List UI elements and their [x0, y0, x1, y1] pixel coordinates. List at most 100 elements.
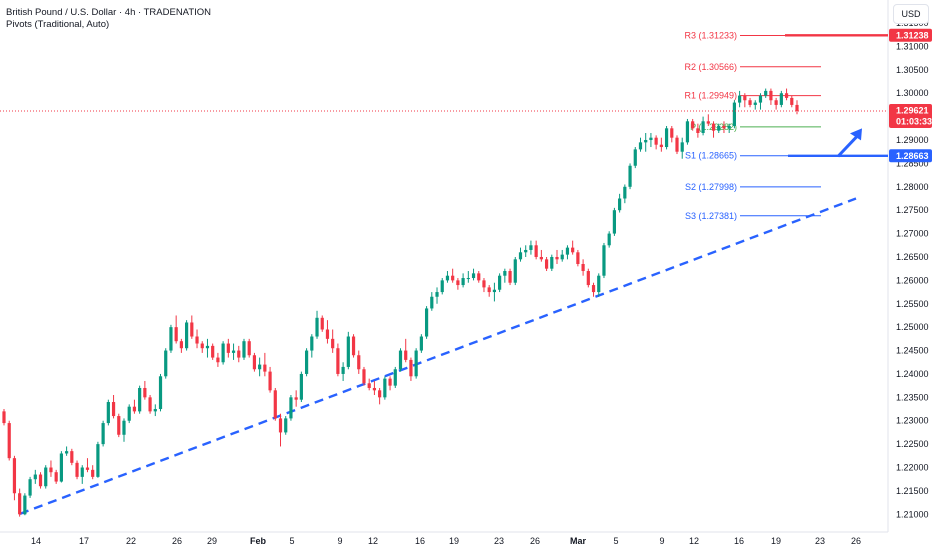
candle: [419, 334, 423, 353]
candle: [59, 451, 63, 483]
candle-body: [492, 289, 497, 293]
candle-body: [65, 451, 69, 454]
candle: [169, 324, 173, 353]
candle: [550, 254, 554, 272]
candle-body: [732, 102, 736, 126]
x-axis: 14 17 22 26 29 Feb 5 9 12 16 19 23 26 Mar 5 9 12 16 19 23 26: [0, 531, 888, 546]
candle-body: [607, 233, 611, 246]
candle: [769, 88, 773, 105]
candle-body: [148, 397, 152, 412]
candle: [336, 343, 340, 377]
candle-body: [560, 254, 564, 260]
candle-body: [544, 259, 549, 269]
y-tick-label: 1.30500: [896, 65, 929, 75]
x-tick-label: 26: [530, 536, 540, 546]
candle: [623, 184, 627, 204]
candle-body: [315, 317, 319, 337]
candle: [383, 376, 387, 400]
candle: [774, 97, 778, 110]
candle-body: [226, 343, 230, 353]
candle: [503, 268, 507, 283]
candle-body: [304, 350, 309, 374]
candle: [247, 338, 251, 358]
candle: [717, 123, 721, 133]
candle-body: [268, 371, 272, 391]
candle: [23, 493, 27, 516]
candle: [482, 278, 486, 293]
indicator-label[interactable]: Pivots (Traditional, Auto): [6, 19, 110, 30]
candle-body: [372, 387, 377, 391]
pivot-label-s1: S1 (1.28665): [685, 151, 737, 161]
candle: [54, 469, 58, 484]
candle-body: [675, 137, 679, 152]
candle: [492, 282, 497, 302]
candle: [779, 90, 783, 108]
candle: [487, 285, 491, 297]
candle-body: [696, 128, 700, 133]
candle-body: [289, 397, 293, 419]
candle: [315, 310, 319, 339]
candle: [581, 259, 585, 276]
candle: [294, 390, 298, 407]
candle-body: [409, 359, 413, 377]
candle: [696, 123, 700, 138]
candle: [430, 292, 434, 311]
candle: [18, 488, 22, 517]
pivot-label-s3: S3 (1.27381): [685, 211, 737, 221]
annotations: [0, 34, 888, 158]
candle: [378, 387, 382, 405]
x-tick-label: 23: [494, 536, 504, 546]
y-tick-label: 1.23000: [896, 416, 929, 426]
candle-body: [534, 245, 538, 257]
candle: [106, 399, 110, 426]
x-tick-label: Feb: [250, 536, 267, 546]
candle-body: [7, 423, 11, 459]
candle-body: [623, 186, 627, 199]
candle: [263, 352, 267, 377]
candle: [565, 245, 570, 260]
candle: [85, 458, 90, 473]
candle: [795, 100, 799, 115]
candle: [398, 348, 403, 372]
candle: [440, 278, 444, 295]
candle-body: [659, 144, 663, 148]
candle: [638, 137, 643, 152]
candle-body: [779, 93, 783, 105]
currency-button[interactable]: USD: [893, 4, 929, 24]
candle-body: [143, 387, 147, 398]
candle: [534, 240, 538, 260]
x-tick-label: 23: [815, 536, 825, 546]
y-tick-label: 1.28000: [896, 182, 929, 192]
candle: [91, 465, 95, 480]
candle: [44, 465, 48, 489]
candle-body: [477, 273, 481, 281]
candle-body: [54, 472, 58, 482]
candle-body: [414, 350, 418, 377]
y-tick-label: 1.25500: [896, 299, 929, 309]
candle-body: [91, 469, 95, 477]
candle-body: [456, 280, 460, 286]
candle-body: [247, 341, 251, 356]
x-tick-label: 9: [659, 536, 664, 546]
candle-body: [164, 350, 168, 377]
candle: [466, 271, 470, 283]
candle-body: [503, 271, 507, 276]
candle: [101, 420, 105, 447]
y-tick-label: 1.25000: [896, 322, 929, 332]
candle: [96, 441, 100, 478]
candle-body: [336, 348, 340, 374]
candle-body: [18, 493, 22, 515]
candle-body: [445, 275, 450, 281]
candle: [310, 334, 314, 358]
candle-body: [706, 121, 710, 124]
candle: [586, 268, 590, 288]
candle-body: [649, 137, 653, 141]
candle: [325, 320, 330, 344]
candle: [153, 404, 157, 417]
candle-body: [2, 411, 6, 424]
candle-body: [85, 467, 90, 470]
candle-body: [242, 341, 246, 358]
candle: [738, 90, 742, 108]
